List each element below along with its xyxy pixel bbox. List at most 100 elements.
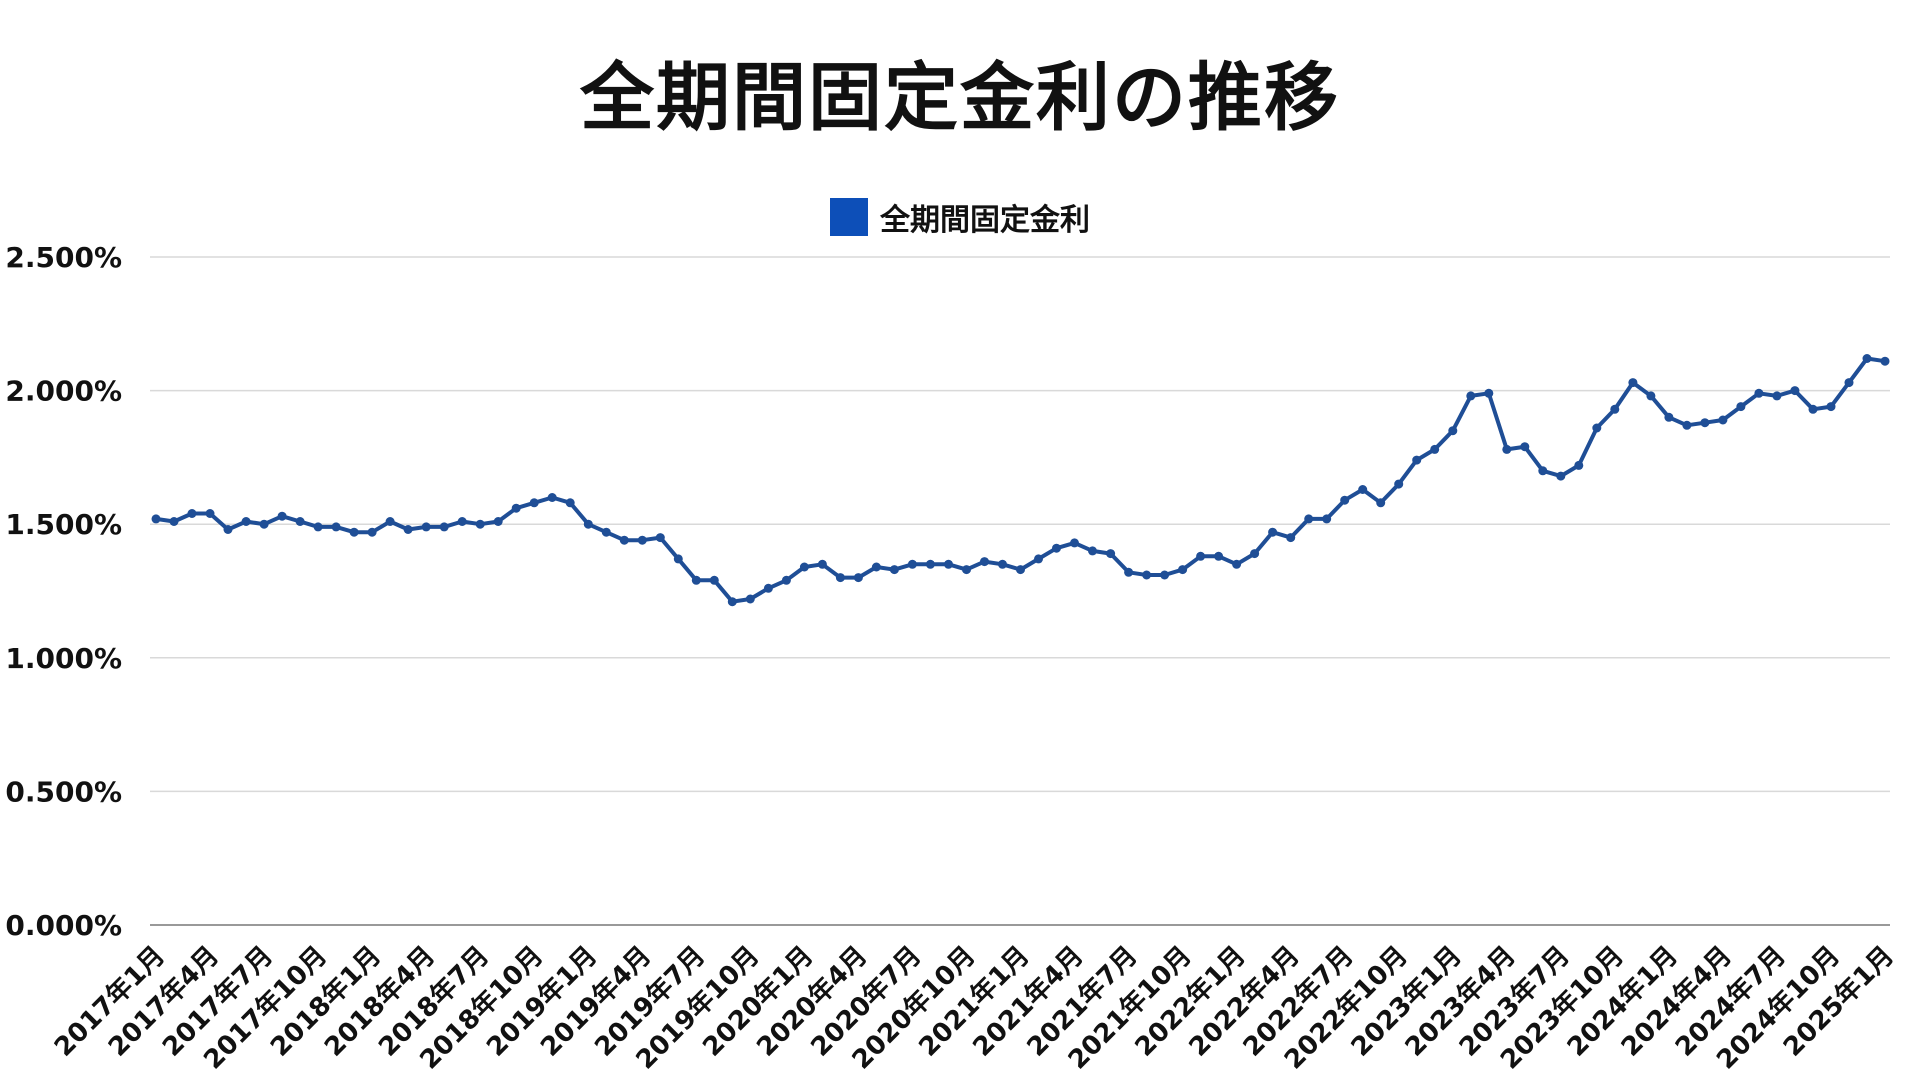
data-point [457,517,467,526]
legend-label: 全期間固定金利 [880,203,1090,238]
data-point [259,519,269,529]
y-tick-label: 0.500% [5,775,122,808]
data-point [925,559,935,569]
data-point [637,535,647,545]
data-point [1556,471,1566,481]
data-point [1016,565,1025,575]
data-point [421,522,431,532]
data-point [1862,354,1872,363]
y-tick-label: 2.000% [5,375,122,408]
data-point [547,493,557,502]
data-point [1250,549,1260,559]
legend-swatch [830,198,868,236]
data-point [709,575,719,585]
data-point [223,525,233,534]
y-tick-label: 1.000% [5,642,122,675]
data-point [1592,423,1602,433]
data-point [475,519,485,529]
y-axis-ticks: 0.000% 0.500% 1.000% 1.500% 2.000% 2.500% [5,241,122,942]
data-point [691,575,701,585]
data-point [331,522,341,532]
data-point [403,525,413,534]
data-point [871,562,881,572]
data-point [1610,404,1620,414]
data-point [277,511,287,521]
data-point [835,573,845,583]
data-point [1664,412,1674,422]
data-point [529,498,539,508]
data-point [1232,559,1242,569]
data-point [151,514,161,524]
data-point [1574,460,1584,470]
data-point [655,533,665,543]
data-point [1214,551,1224,561]
data-point [439,522,449,532]
data-point [907,559,917,569]
data-point [241,517,251,526]
data-point [944,559,953,569]
y-tick-label: 1.500% [5,508,122,541]
data-point [1448,426,1458,436]
gridlines [150,256,1890,926]
data-point [1844,378,1854,388]
data-point [1376,498,1386,508]
data-point [1826,402,1836,412]
data-point [367,527,377,537]
data-point [1520,442,1530,452]
data-point [1124,567,1134,577]
data-point [673,554,683,564]
series-layer [151,354,1890,607]
data-point [1178,565,1188,575]
data-point [962,565,971,575]
data-point [1736,402,1746,412]
data-point [565,498,575,508]
data-point [493,517,503,526]
data-point [169,517,179,526]
data-point [763,583,773,593]
data-point [1052,543,1061,553]
data-point [511,503,521,513]
data-point [1088,546,1097,556]
data-point [998,559,1007,569]
data-point [1034,554,1043,564]
data-point [817,559,827,569]
data-point [1484,388,1494,398]
data-point [1142,570,1152,580]
data-point [1160,570,1170,580]
data-point [1502,444,1512,454]
data-point [1880,356,1890,366]
data-point [727,597,737,607]
data-point [745,594,755,604]
data-point [187,509,197,518]
data-point [1286,533,1296,543]
data-point [1772,391,1782,401]
data-point [980,557,989,567]
data-point [313,522,323,532]
chart-title: 全期間固定金利の推移 [580,55,1340,141]
data-point [1646,391,1656,401]
data-point [1790,386,1800,396]
data-point [619,535,629,545]
data-point [1430,444,1440,454]
y-tick-label: 2.500% [5,241,122,274]
data-point [889,565,899,575]
data-point [1538,466,1548,476]
data-point [349,527,359,537]
y-tick-label: 0.000% [5,909,122,942]
data-point [1394,479,1404,489]
data-point [853,573,863,583]
data-point [1412,455,1422,465]
data-point [1718,415,1728,425]
data-point [1754,388,1764,398]
data-point [295,517,305,526]
data-point [1466,391,1476,401]
data-point [1358,485,1368,494]
data-point [1304,514,1314,524]
legend: 全期間固定金利 [0,195,1920,239]
data-point [1268,527,1278,537]
data-point [1340,495,1350,505]
data-point [1070,538,1079,548]
data-point [1682,420,1692,430]
data-point [1628,378,1638,388]
